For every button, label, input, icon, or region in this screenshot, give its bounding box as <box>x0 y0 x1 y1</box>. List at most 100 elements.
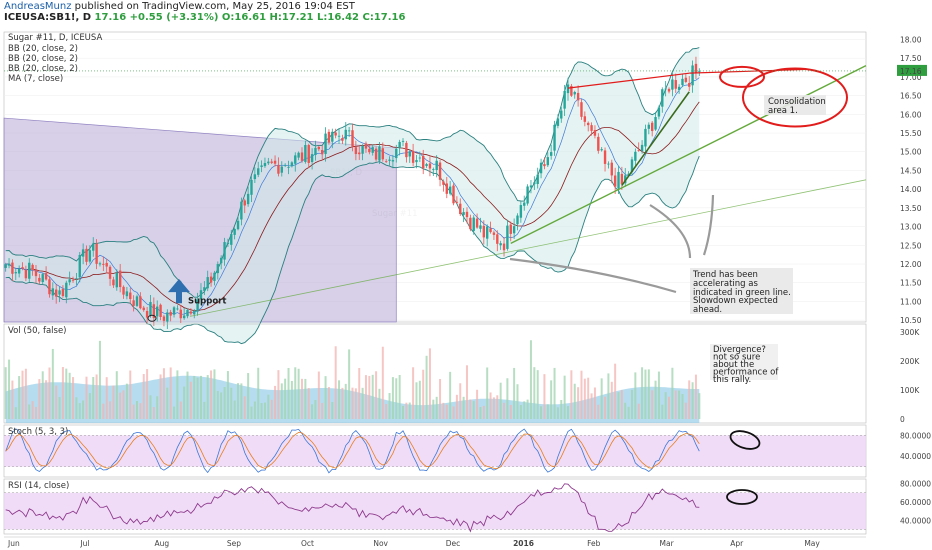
candle-body <box>405 142 408 158</box>
author-name[interactable]: AndreasMunz <box>4 1 72 12</box>
candle-body <box>38 277 41 282</box>
candle-body <box>51 288 55 296</box>
candle <box>334 128 337 139</box>
volume-bar <box>563 375 566 419</box>
candle-body <box>647 124 651 129</box>
volume-bar <box>317 371 320 419</box>
time-axis: Jun Jul Aug Sep Oct Nov Dec 2016 Feb Mar Apr May <box>4 536 866 548</box>
candle-body <box>644 128 647 147</box>
candle-body <box>294 155 297 164</box>
candle <box>344 122 347 146</box>
candle-body <box>529 185 533 188</box>
candle-body <box>620 173 624 185</box>
candle <box>108 265 112 286</box>
price-tick-label: 13.00 <box>900 223 922 232</box>
candle <box>219 255 223 270</box>
volume-bar <box>418 380 421 419</box>
volume-bar <box>570 370 573 419</box>
volume-bar <box>280 383 283 419</box>
candle <box>189 308 193 316</box>
candle-body <box>374 148 378 160</box>
candle <box>681 73 684 88</box>
volume-tick-label: 200K <box>900 357 920 366</box>
candle <box>549 144 553 160</box>
volume-bar <box>523 401 526 419</box>
volume-bar <box>72 377 75 419</box>
candle <box>438 159 442 187</box>
candle-body <box>230 234 233 245</box>
candle <box>459 198 462 216</box>
ohlc-values: O:16.61 H:17.21 L:16.42 C:17.16 <box>221 12 406 23</box>
candle <box>526 184 529 206</box>
candle <box>368 145 371 155</box>
volume-bar <box>641 367 644 419</box>
candle-body <box>115 272 119 288</box>
candle-body <box>492 232 496 235</box>
candle <box>408 149 411 163</box>
volume-bar <box>506 378 509 419</box>
candle <box>118 263 122 293</box>
candle <box>307 143 310 168</box>
time-tick-label: Sep <box>227 539 241 548</box>
volume-bar <box>624 402 627 419</box>
candle-body <box>526 186 529 204</box>
candle-body <box>482 225 486 238</box>
scribble-underline <box>509 257 677 294</box>
trend-note: Trend has been accelerating as indicated i… <box>692 270 791 298</box>
volume-bar <box>173 406 176 419</box>
candle-body <box>388 159 391 161</box>
indicator-label: BB (20, close, 2) <box>8 44 78 54</box>
volume-bar <box>186 371 189 419</box>
volume-bar <box>102 403 105 419</box>
candle <box>472 215 475 235</box>
candle <box>112 276 115 289</box>
stoch-tick-label: 40.0000 <box>900 452 931 461</box>
candle-body <box>684 77 688 82</box>
candle-body <box>129 292 132 300</box>
candle-body <box>509 224 512 234</box>
candle <box>482 220 486 245</box>
price-tick-label: 15.00 <box>900 148 922 157</box>
candle <box>105 258 108 274</box>
time-tick-label: Jul <box>79 539 89 548</box>
volume-bar <box>455 394 458 419</box>
candle <box>156 300 159 322</box>
candle <box>92 237 95 257</box>
candle <box>560 106 563 123</box>
volume-bar <box>553 367 556 419</box>
volume-bar <box>115 371 118 419</box>
candle-body <box>166 312 169 322</box>
volume-tick-label: 100K <box>900 386 920 395</box>
candle-body <box>270 161 273 163</box>
divergence-note: Divergence? not so sure about the performan… <box>713 345 779 385</box>
volume-bar <box>519 405 522 419</box>
volume-bar <box>213 369 216 419</box>
volume-bar <box>529 340 532 419</box>
volume-bar <box>668 396 671 419</box>
volume-bar <box>142 374 145 419</box>
candle <box>489 221 492 234</box>
candle-body <box>145 310 149 318</box>
candle <box>634 148 637 166</box>
bollinger-band-fill <box>5 47 700 344</box>
volume-bar <box>348 349 351 419</box>
resistance-extension <box>689 68 807 74</box>
candle-body <box>361 145 364 154</box>
candle <box>125 286 129 300</box>
candle <box>186 308 189 319</box>
candle-body <box>613 175 617 187</box>
volume-bar <box>462 396 465 419</box>
stoch-d-line <box>5 431 700 469</box>
volume-bar <box>567 406 570 419</box>
candle-body <box>479 225 482 229</box>
candle-body <box>378 146 381 161</box>
volume-bar <box>435 396 438 419</box>
rsi-line <box>5 483 700 533</box>
candle <box>34 264 38 284</box>
volume-bar <box>678 390 681 419</box>
candle <box>428 155 432 177</box>
volume-bar <box>297 368 300 419</box>
rsi-tick-label: 60.0000 <box>900 498 931 507</box>
